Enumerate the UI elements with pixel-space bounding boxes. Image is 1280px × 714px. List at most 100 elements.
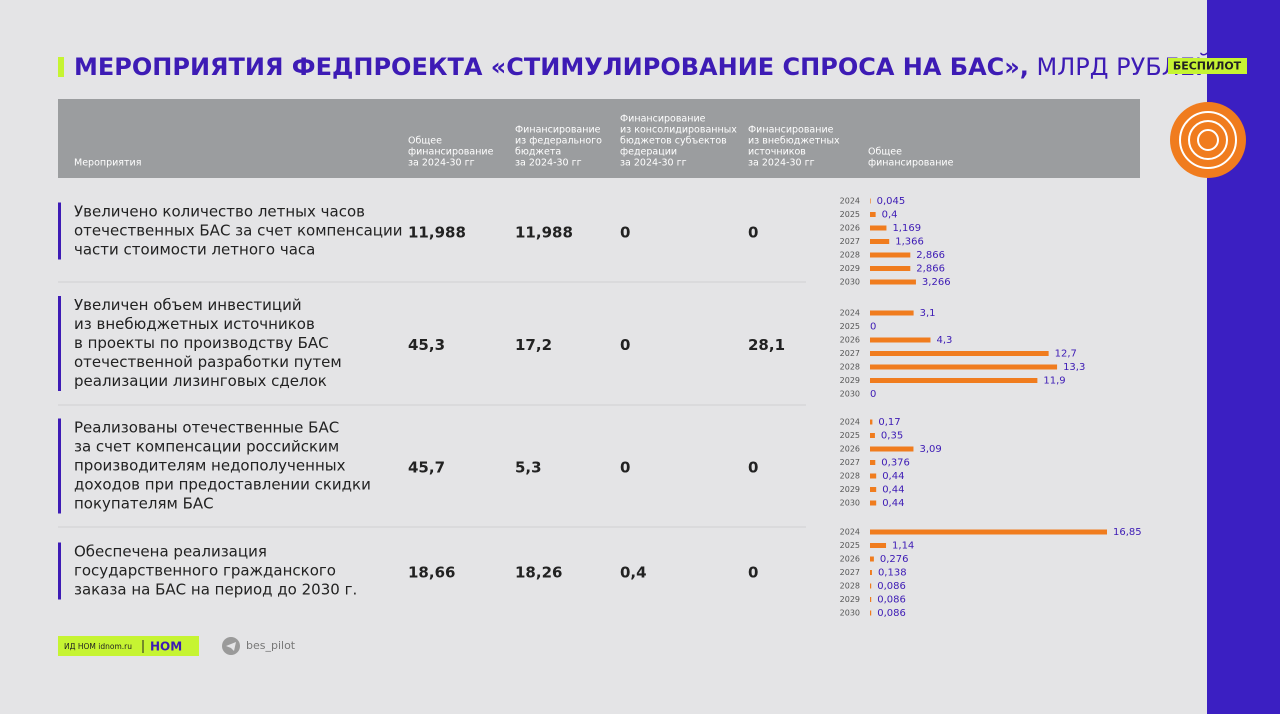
row-text: заказа на БАС на период до 2030 г. (74, 581, 357, 599)
year-label: 2026 (840, 445, 860, 454)
value-label: 0,086 (877, 595, 906, 606)
cell-value: 45,7 (408, 459, 445, 477)
value-label: 0,4 (882, 210, 898, 221)
value-label: 3,09 (919, 444, 941, 455)
bar (870, 460, 876, 465)
bar (870, 419, 873, 425)
bar (870, 583, 872, 589)
value-label: 0,086 (877, 581, 906, 592)
value-label: 3,1 (920, 308, 936, 319)
column-header: Финансирование (748, 125, 834, 136)
year-label: 2029 (840, 485, 860, 494)
year-label: 2028 (840, 251, 860, 260)
year-label: 2029 (840, 595, 860, 604)
footer-channel: bes_pilot (246, 639, 296, 652)
year-label: 2030 (840, 609, 860, 618)
bar (870, 473, 877, 479)
year-label: 2024 (840, 418, 860, 427)
year-label: 2028 (840, 363, 860, 372)
year-label: 2026 (840, 555, 860, 564)
row-text: за счет компенсации российским (74, 438, 339, 456)
badge: БЕСПИЛОТ (1173, 60, 1242, 73)
bar (870, 529, 1107, 535)
column-header: Общее (868, 147, 902, 158)
cell-value: 45,3 (408, 336, 445, 354)
row-text: Увеличен объем инвестиций (74, 296, 302, 314)
value-label: 3,266 (922, 277, 951, 288)
bar (870, 597, 872, 602)
value-label: 0,44 (882, 471, 904, 482)
table-header (58, 99, 1140, 178)
year-label: 2028 (840, 582, 860, 591)
value-label: 0 (870, 389, 876, 400)
cell-value: 0 (620, 459, 630, 477)
bar (870, 556, 874, 562)
cell-value: 18,26 (515, 564, 562, 582)
row-text: производителям недополученных (74, 457, 346, 475)
bar (870, 378, 1038, 383)
bar (870, 446, 914, 452)
row-text: покупателям БАС (74, 495, 214, 513)
cell-value: 11,988 (515, 224, 573, 242)
column-header: из внебюджетных (748, 136, 840, 147)
cell-value: 11,988 (408, 224, 466, 242)
row-text: Обеспечена реализация (74, 543, 267, 561)
value-label: 0,35 (881, 431, 903, 442)
bar (870, 500, 877, 506)
row-text: части стоимости летного часа (74, 241, 315, 259)
cell-value: 0 (748, 564, 758, 582)
year-label: 2025 (840, 541, 860, 550)
row-accent (58, 418, 61, 514)
column-header: Общее (408, 136, 442, 147)
bar (870, 212, 876, 217)
title: МЕРОПРИЯТИЯ ФЕДПРОЕКТА «СТИМУЛИРОВАНИЕ С… (74, 52, 1213, 81)
value-label: 0,17 (878, 417, 900, 428)
bar (870, 610, 872, 616)
bar (870, 239, 890, 244)
year-label: 2025 (840, 322, 860, 331)
bar (870, 337, 931, 343)
value-label: 13,3 (1063, 362, 1085, 373)
bar (870, 433, 875, 438)
value-label: 2,866 (916, 250, 945, 261)
cell-value: 0,4 (620, 564, 647, 582)
column-header: за 2024-30 гг (748, 158, 815, 169)
value-label: 1,14 (892, 541, 914, 552)
footer-logo: НОМ (150, 640, 182, 654)
year-label: 2026 (840, 224, 860, 233)
row-text: государственного гражданского (74, 562, 336, 580)
cell-value: 18,66 (408, 564, 455, 582)
bar (870, 266, 911, 271)
cell-value: 5,3 (515, 459, 542, 477)
bar (870, 487, 877, 492)
cell-value: 0 (748, 224, 758, 242)
column-header: Финансирование (515, 125, 601, 136)
year-label: 2027 (840, 568, 860, 577)
year-label: 2026 (840, 336, 860, 345)
value-label: 0,44 (882, 498, 904, 509)
row-text: Увеличено количество летных часов (74, 203, 365, 221)
badge-bg (1168, 58, 1247, 74)
year-label: 2027 (840, 349, 860, 358)
value-label: 0,276 (880, 554, 909, 565)
value-label: 16,85 (1113, 527, 1142, 538)
column-header: за 2024-30 гг (408, 158, 475, 169)
row-accent (58, 202, 61, 260)
value-label: 4,3 (936, 335, 952, 346)
value-label: 1,366 (895, 237, 924, 248)
row-text: в проекты по производству БАС (74, 334, 329, 352)
year-label: 2027 (840, 458, 860, 467)
bar (870, 351, 1049, 356)
bar (870, 225, 887, 231)
column-header: финансирование (408, 147, 494, 158)
column-header: федерации (620, 147, 677, 158)
cell-value: 17,2 (515, 336, 552, 354)
column-header: за 2024-30 гг (515, 158, 582, 169)
bar (870, 364, 1058, 370)
cell-value: 0 (748, 459, 758, 477)
cell-value: 0 (620, 336, 630, 354)
year-label: 2030 (840, 499, 860, 508)
column-header: Финансирование (620, 114, 706, 125)
bar (870, 543, 887, 548)
column-header: бюджета (515, 147, 561, 158)
